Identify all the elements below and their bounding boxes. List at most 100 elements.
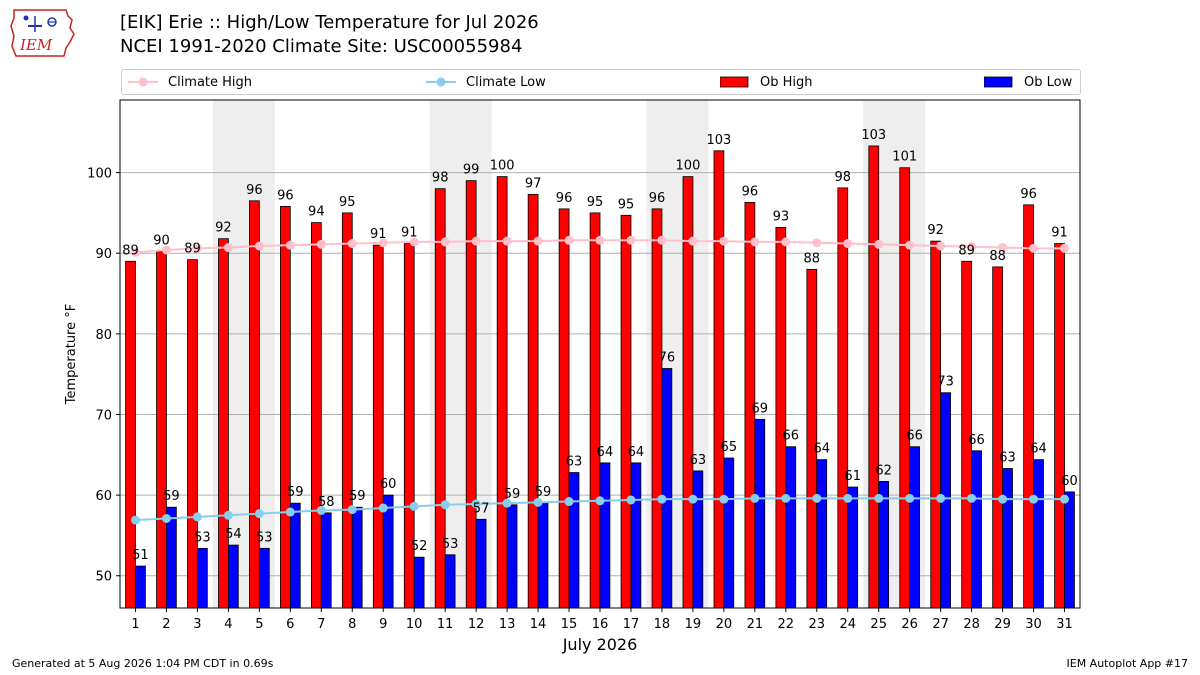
x-tick-label-26: 26 (901, 617, 918, 632)
ob-high-label-30: 96 (1020, 187, 1037, 202)
x-tick-label-20: 20 (716, 617, 733, 632)
x-axis-label: July 2026 (562, 635, 638, 654)
climate-low-point-8 (347, 505, 357, 515)
climate-low-point-18 (657, 494, 667, 504)
legend: Climate High Climate Low Ob High Ob Low (121, 69, 1081, 95)
x-tick-label-27: 27 (932, 617, 949, 632)
ob-high-label-8: 95 (339, 195, 356, 210)
x-tick-label-18: 18 (654, 617, 671, 632)
ob-high-label-19: 100 (676, 159, 701, 174)
ob-high-bar-22 (775, 227, 787, 609)
ob-low-bar-15 (568, 472, 580, 609)
climate-high-point-29 (998, 243, 1008, 253)
ob-high-label-21: 96 (742, 184, 759, 199)
ob-low-label-29: 63 (999, 451, 1016, 466)
climate-high-point-28 (967, 242, 977, 252)
ob-high-label-12: 99 (463, 163, 480, 178)
climate-high-point-5 (254, 241, 264, 251)
climate-high-point-6 (285, 240, 295, 250)
ob-high-bar-5 (249, 200, 260, 609)
ob-low-bar-5 (258, 547, 270, 609)
ob-high-bar-30 (1023, 204, 1034, 609)
climate-low-point-15 (564, 497, 574, 507)
climate-low-point-4 (223, 510, 233, 520)
ob-low-bar-1 (135, 565, 146, 609)
climate-low-point-27 (936, 493, 946, 503)
ob-low-bar-8 (351, 506, 363, 609)
climate-low-point-26 (905, 493, 915, 503)
ob-low-label-3: 53 (194, 530, 211, 545)
ob-high-label-5: 96 (246, 183, 263, 198)
ob-high-label-10: 91 (401, 226, 418, 241)
ob-high-bar-8 (341, 212, 353, 609)
x-tick-label-25: 25 (870, 617, 887, 632)
climate-high-point-13 (502, 236, 512, 246)
x-tick-label-9: 9 (379, 617, 387, 632)
climate-low-point-24 (843, 493, 853, 503)
x-tick-label-4: 4 (224, 617, 232, 632)
ob-high-label-26: 101 (892, 150, 917, 165)
y-tick-label-90: 90 (95, 247, 112, 262)
climate-high-point-7 (316, 239, 326, 249)
ob-low-label-10: 52 (411, 539, 428, 554)
ob-low-label-26: 66 (906, 429, 923, 444)
ob-high-bar-26 (899, 167, 911, 609)
ob-high-label-31: 91 (1051, 226, 1068, 241)
ob-high-label-28: 89 (958, 243, 975, 258)
ob-high-label-27: 92 (927, 223, 944, 238)
climate-low-point-11 (440, 500, 450, 510)
ob-low-bar-30 (1033, 459, 1044, 609)
x-tick-label-15: 15 (561, 617, 578, 632)
ob-low-bar-11 (444, 554, 456, 609)
climate-low-point-1 (130, 515, 140, 525)
iem-logo: IEM (10, 9, 75, 57)
climate-high-point-19 (688, 236, 698, 246)
ob-low-label-11: 53 (442, 537, 459, 552)
climate-low-point-9 (378, 503, 388, 513)
ob-low-label-9: 60 (380, 477, 397, 492)
x-tick-label-5: 5 (255, 617, 263, 632)
ob-low-bar-7 (320, 512, 332, 609)
x-tick-label-7: 7 (317, 617, 325, 632)
climate-high-point-25 (874, 239, 884, 249)
x-tick-label-12: 12 (468, 617, 485, 632)
ob-low-label-20: 65 (721, 440, 738, 455)
y-axis-label: Temperature °F (64, 304, 79, 405)
climate-low-point-3 (192, 512, 202, 522)
ob-high-label-24: 98 (835, 170, 852, 185)
climate-high-point-27 (936, 241, 946, 251)
ob-high-bar-15 (558, 208, 570, 609)
ob-high-label-15: 96 (556, 191, 573, 206)
ob-high-label-18: 96 (649, 191, 666, 206)
ob-high-label-29: 88 (989, 249, 1006, 264)
ob-high-bar-16 (589, 212, 601, 609)
logo-text: IEM (19, 36, 53, 54)
legend-climate-high-label: Climate High (168, 74, 253, 90)
x-tick-label-21: 21 (747, 617, 764, 632)
x-tick-label-2: 2 (162, 617, 170, 632)
ob-high-label-14: 97 (525, 176, 542, 191)
climate-high-point-10 (409, 237, 419, 247)
x-tick-label-22: 22 (778, 617, 795, 632)
legend-climate-low-label: Climate Low (466, 74, 546, 90)
y-tick-label-70: 70 (95, 408, 112, 423)
ob-high-bar-31 (1054, 243, 1065, 609)
ob-low-bar-16 (599, 462, 611, 609)
ob-high-bar-25 (868, 145, 880, 609)
ob-high-label-2: 90 (153, 234, 170, 249)
ob-low-bar-18 (661, 368, 673, 609)
climate-low-point-31 (1060, 494, 1070, 504)
ob-low-bar-14 (537, 502, 549, 609)
climate-low-point-12 (471, 499, 481, 509)
ob-high-label-4: 92 (215, 221, 232, 236)
climate-low-point-20 (719, 494, 729, 504)
x-tick-label-1: 1 (131, 617, 139, 632)
climate-high-point-17 (626, 235, 636, 245)
ob-low-label-15: 63 (566, 455, 583, 470)
x-tick-label-24: 24 (839, 617, 856, 632)
legend-climate-high: Climate High (128, 70, 252, 94)
climate-high-point-23 (812, 238, 822, 248)
climate-low-point-16 (595, 496, 605, 506)
climate-low-point-28 (967, 493, 977, 503)
ob-high-bar-27 (930, 240, 942, 609)
